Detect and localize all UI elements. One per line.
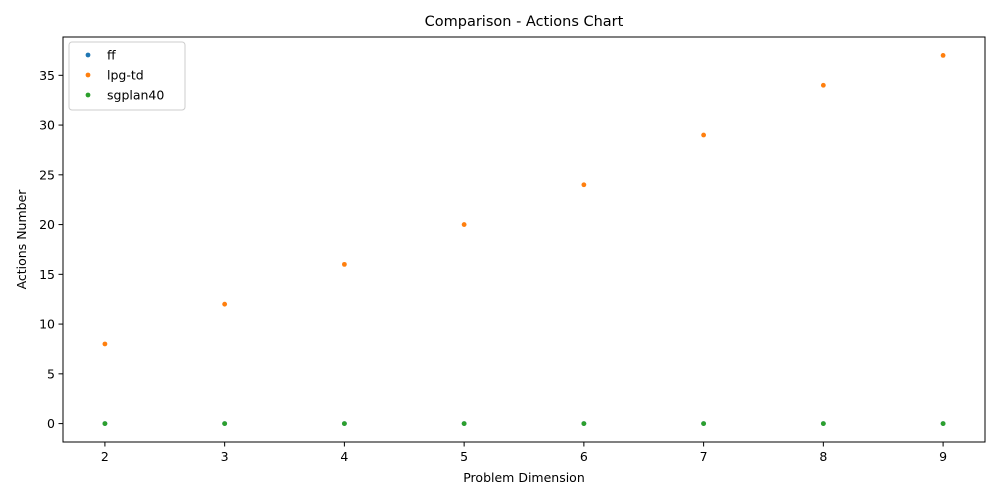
data-point-lpg-td [102, 341, 108, 347]
y-tick-label: 30 [39, 118, 55, 133]
data-point-lpg-td [222, 301, 228, 307]
y-tick-label: 5 [47, 366, 55, 381]
chart-title: Comparison - Actions Chart [425, 14, 624, 30]
data-point-sgplan40 [820, 421, 826, 426]
y-tick-label: 25 [39, 167, 55, 182]
data-point-lpg-td [820, 82, 826, 88]
data-point-lpg-td [461, 222, 467, 227]
plot-area [62, 36, 986, 443]
x-tick-label: 9 [939, 449, 947, 464]
legend-marker [85, 52, 91, 58]
y-tick-label: 15 [39, 267, 55, 282]
data-point-sgplan40 [341, 421, 347, 426]
legend: ff lpg-td sgplan40 [68, 41, 186, 111]
x-tick-label: 6 [580, 449, 588, 464]
data-point-sgplan40 [461, 421, 467, 426]
legend-label: lpg-td [107, 68, 144, 83]
data-point-lpg-td [581, 182, 587, 188]
x-tick-label: 3 [221, 449, 229, 464]
y-axis: 0 5 10 15 20 25 30 35 [39, 68, 63, 431]
x-axis-label: Problem Dimension [463, 470, 585, 485]
data-point-sgplan40 [102, 421, 108, 426]
legend-label: sgplan40 [107, 88, 164, 103]
data-point-lpg-td [341, 261, 347, 267]
x-tick-label: 2 [101, 449, 109, 464]
legend-item-lpg-td: lpg-td [85, 68, 144, 83]
legend-marker [85, 92, 91, 98]
data-point-sgplan40 [940, 421, 946, 426]
x-tick-label: 7 [700, 449, 708, 464]
legend-item-sgplan40: sgplan40 [85, 88, 164, 103]
legend-item-ff: ff [85, 48, 116, 63]
x-tick-label: 5 [460, 449, 468, 464]
data-point-lpg-td [940, 53, 946, 58]
data-point-sgplan40 [701, 421, 707, 426]
y-tick-label: 35 [39, 68, 55, 83]
series-lpg-td [102, 53, 946, 347]
x-axis: 2 3 4 5 6 7 8 9 [101, 442, 947, 464]
data-point-sgplan40 [222, 421, 228, 426]
x-tick-label: 4 [340, 449, 348, 464]
data-point-lpg-td [701, 132, 707, 138]
plot-frame [62, 36, 986, 443]
legend-label: ff [107, 48, 116, 63]
series-ff [102, 421, 946, 426]
data-points [102, 53, 946, 426]
y-axis-label: Actions Number [14, 189, 29, 290]
series-sgplan40 [102, 421, 946, 426]
y-tick-label: 20 [39, 217, 55, 232]
data-point-sgplan40 [581, 421, 587, 426]
y-tick-label: 10 [39, 317, 55, 332]
y-tick-label: 0 [47, 416, 55, 431]
x-tick-label: 8 [819, 449, 827, 464]
legend-box [68, 41, 186, 111]
legend-marker [85, 72, 91, 78]
